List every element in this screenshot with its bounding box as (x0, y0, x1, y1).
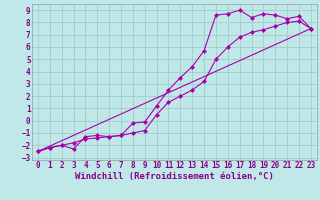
X-axis label: Windchill (Refroidissement éolien,°C): Windchill (Refroidissement éolien,°C) (75, 172, 274, 181)
